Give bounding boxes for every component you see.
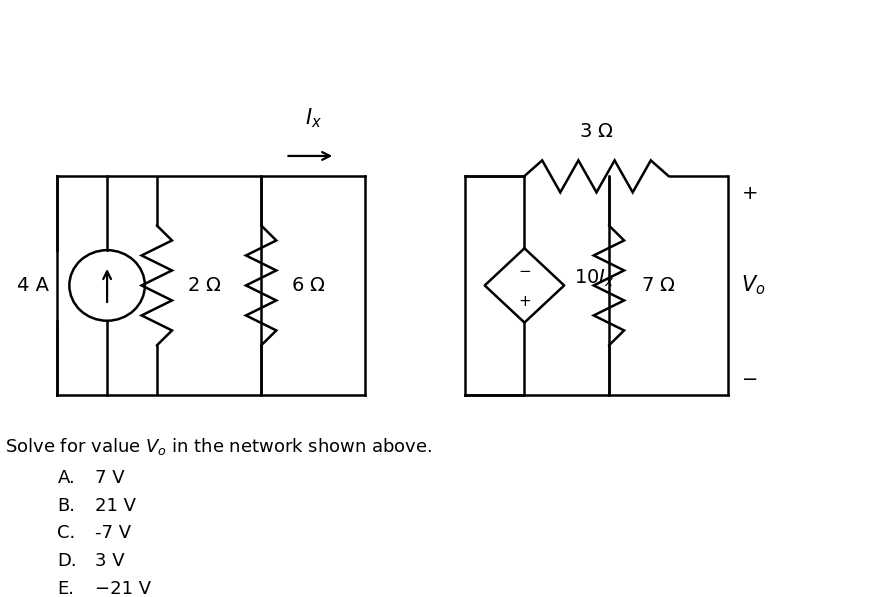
Text: A.: A. (57, 469, 75, 487)
Text: 3 $\Omega$: 3 $\Omega$ (579, 122, 614, 141)
Text: $-$: $-$ (741, 368, 758, 387)
Text: 2 $\Omega$: 2 $\Omega$ (187, 276, 221, 295)
Text: E.: E. (57, 580, 75, 597)
Text: Solve for value $V_o$ in the network shown above.: Solve for value $V_o$ in the network sho… (4, 436, 432, 457)
Text: 21 V: 21 V (96, 497, 136, 515)
Text: B.: B. (57, 497, 75, 515)
Text: $-$: $-$ (518, 262, 531, 278)
Text: 7 $\Omega$: 7 $\Omega$ (641, 276, 676, 295)
Text: 4 A: 4 A (18, 276, 49, 295)
Text: $I_x$: $I_x$ (305, 106, 322, 130)
Text: C.: C. (57, 525, 75, 543)
Text: 3 V: 3 V (96, 552, 125, 570)
Text: −21 V: −21 V (96, 580, 152, 597)
Text: 7 V: 7 V (96, 469, 125, 487)
Text: -7 V: -7 V (96, 525, 132, 543)
Text: $+$: $+$ (741, 184, 758, 202)
Text: 6 $\Omega$: 6 $\Omega$ (291, 276, 325, 295)
Text: $10I_x$: $10I_x$ (574, 267, 615, 289)
Text: $V_o$: $V_o$ (741, 273, 766, 297)
Text: D.: D. (57, 552, 77, 570)
Text: $+$: $+$ (518, 294, 531, 309)
